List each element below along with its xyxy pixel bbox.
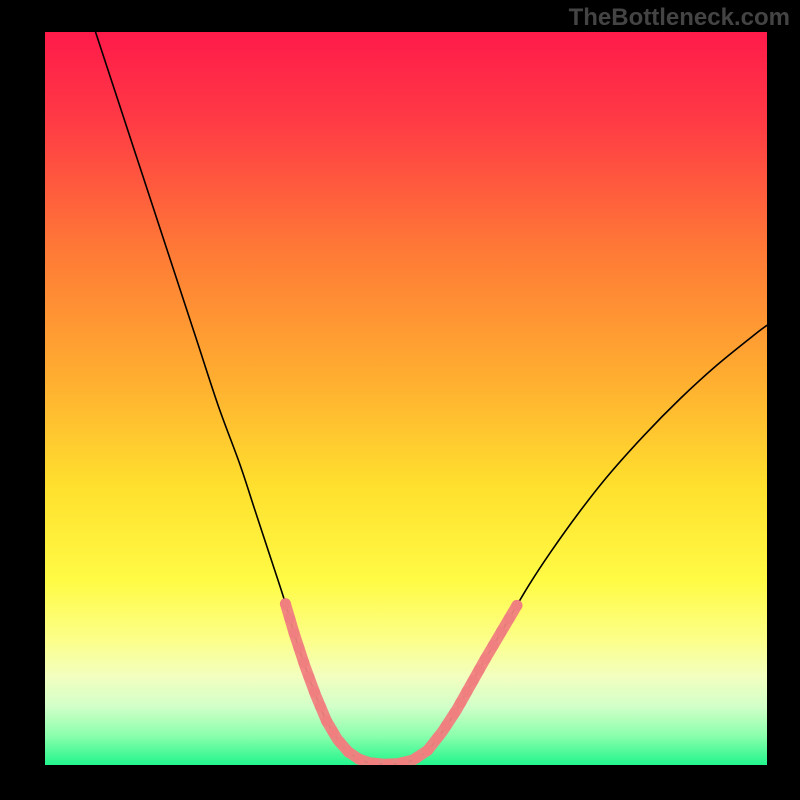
highlight-dot <box>488 640 499 651</box>
chart-root: TheBottleneck.com <box>0 0 800 800</box>
highlight-dot <box>474 664 485 675</box>
highlight-dot <box>309 686 320 697</box>
watermark-text: TheBottleneck.com <box>569 4 790 32</box>
highlight-dot <box>289 628 300 639</box>
highlight-dot <box>293 642 304 653</box>
highlight-dot <box>343 746 354 757</box>
plot-area <box>45 32 767 765</box>
highlight-dot <box>328 727 339 738</box>
highlight-dot <box>449 708 460 719</box>
highlight-dot <box>455 697 466 708</box>
highlight-dot <box>284 613 295 624</box>
highlight-dot <box>321 716 332 727</box>
highlight-dot <box>461 686 472 697</box>
highlight-dot <box>504 613 515 624</box>
highlight-dot <box>303 672 314 683</box>
plot-svg <box>45 32 767 765</box>
highlight-dot <box>468 675 479 686</box>
highlight-dot <box>511 600 522 611</box>
highlight-dot <box>496 627 507 638</box>
highlight-dot <box>354 754 365 765</box>
highlight-dot <box>411 752 422 763</box>
highlight-dot <box>315 701 326 712</box>
highlight-dot <box>280 598 291 609</box>
highlight-dot <box>335 737 346 748</box>
highlight-dot <box>480 653 491 664</box>
highlight-dot <box>432 733 443 744</box>
highlight-dot <box>422 745 433 756</box>
highlight-dot <box>441 720 452 731</box>
gradient-bg <box>45 32 767 765</box>
highlight-dot <box>298 657 309 668</box>
